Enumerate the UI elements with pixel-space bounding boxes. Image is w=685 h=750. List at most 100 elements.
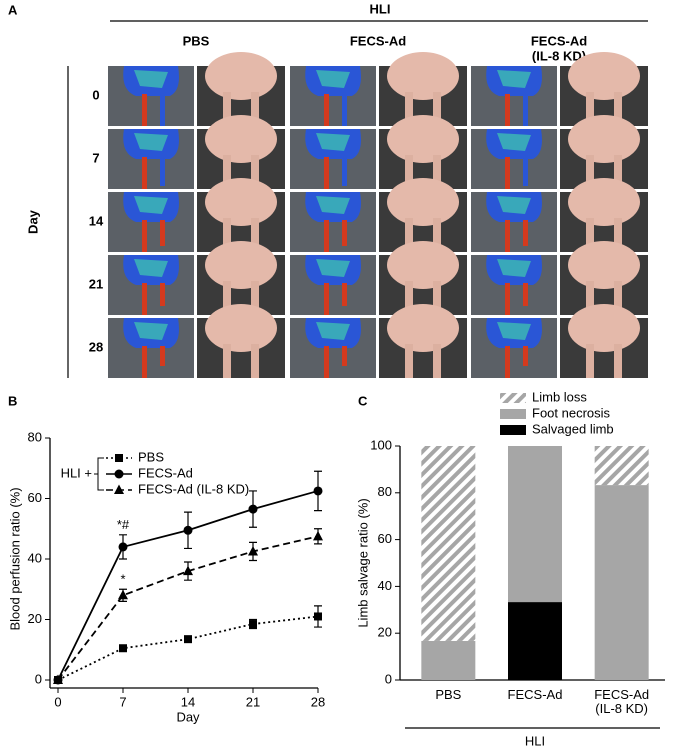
x-tick-label: PBS: [435, 687, 462, 702]
photo-leg: [405, 218, 413, 252]
image-pair: [290, 241, 467, 315]
perfusion-leg: [342, 283, 347, 306]
photo-body: [387, 241, 459, 289]
y-tick-label: 20: [28, 611, 42, 626]
perfusion-hot: [316, 133, 350, 151]
y-tick-label: 60: [28, 490, 42, 505]
column-title: FECS-Ad: [531, 33, 587, 48]
image-pair: [290, 304, 467, 378]
photo-leg: [251, 281, 259, 315]
marker: [118, 589, 128, 600]
perfusion-leg: [342, 346, 347, 366]
perfusion-hot: [497, 322, 531, 340]
perfusion-leg: [324, 94, 329, 126]
perfusion-leg: [160, 94, 165, 126]
bar-segment: [508, 446, 562, 603]
perfusion-leg: [523, 157, 528, 186]
photo-leg: [223, 92, 231, 126]
perfusion-leg: [523, 346, 528, 366]
photo-leg: [586, 218, 594, 252]
image-pair: [108, 178, 285, 252]
photo-leg: [614, 155, 622, 189]
row-label: 7: [92, 150, 99, 165]
row-label: 0: [92, 87, 99, 102]
image-pair: [471, 241, 648, 315]
x-tick-label: 7: [119, 694, 126, 709]
legend-swatch: [500, 393, 526, 403]
legend-swatch: [500, 425, 526, 435]
y-tick-label: 80: [378, 484, 392, 499]
x-tick-label: 0: [54, 694, 61, 709]
perfusion-leg: [324, 220, 329, 252]
marker: [183, 565, 193, 576]
photo-leg: [614, 92, 622, 126]
perfusion-hot: [316, 322, 350, 340]
photo-body: [205, 115, 277, 163]
annotation: *#: [117, 517, 130, 532]
perfusion-leg: [505, 157, 510, 189]
image-pair: [108, 241, 285, 315]
photo-leg: [251, 92, 259, 126]
perfusion-hot: [497, 70, 531, 88]
marker: [118, 542, 128, 552]
photo-leg: [251, 344, 259, 378]
perfusion-hot: [316, 70, 350, 88]
legend-label: Foot necrosis: [532, 405, 611, 420]
marker: [183, 525, 193, 535]
perfusion-hot: [134, 322, 168, 340]
panel-label: A: [8, 2, 18, 17]
y-axis-label: Blood perfusion ratio (%): [7, 487, 22, 630]
group-label: HLI: [370, 1, 391, 16]
perfusion-leg: [324, 283, 329, 315]
perfusion-leg: [160, 283, 165, 306]
perfusion-hot: [134, 259, 168, 277]
perfusion-leg: [142, 346, 147, 378]
image-pair: [471, 178, 648, 252]
photo-leg: [251, 218, 259, 252]
photo-body: [205, 241, 277, 289]
row-label: 28: [89, 339, 103, 354]
photo-leg: [405, 344, 413, 378]
perfusion-leg: [523, 220, 528, 246]
column-title: PBS: [183, 33, 210, 48]
photo-body: [387, 178, 459, 226]
panel-label: C: [358, 393, 368, 408]
marker: [313, 530, 323, 541]
bar-segment: [594, 446, 649, 486]
photo-body: [205, 52, 277, 100]
panel-label: B: [8, 393, 17, 408]
bar-segment: [421, 446, 476, 641]
photo-leg: [586, 344, 594, 378]
x-tick-label: FECS-Ad (IL-8 KD): [594, 687, 650, 716]
y-tick-label: 0: [385, 671, 392, 686]
photo-leg: [405, 92, 413, 126]
photo-leg: [223, 344, 231, 378]
photo-leg: [433, 92, 441, 126]
marker: [313, 486, 323, 496]
image-pair: [108, 115, 285, 189]
perfusion-hot: [497, 133, 531, 151]
perfusion-hot: [316, 196, 350, 214]
perfusion-leg: [142, 283, 147, 315]
photo-body: [568, 178, 640, 226]
series-line: [57, 535, 319, 681]
perfusion-leg: [324, 346, 329, 378]
photo-leg: [223, 218, 231, 252]
photo-body: [205, 178, 277, 226]
perfusion-leg: [523, 283, 528, 306]
perfusion-leg: [160, 220, 165, 246]
perfusion-hot: [134, 133, 168, 151]
column-subtitle: (IL-8 KD): [532, 48, 586, 63]
perfusion-leg: [142, 220, 147, 252]
perfusion-leg: [160, 157, 165, 186]
marker: [119, 644, 127, 653]
x-tick-label: 21: [246, 694, 260, 709]
y-tick-label: 40: [378, 578, 392, 593]
x-tick-label: 14: [181, 694, 195, 709]
photo-leg: [405, 155, 413, 189]
perfusion-leg: [505, 94, 510, 126]
marker: [115, 454, 123, 462]
photo-leg: [586, 155, 594, 189]
photo-leg: [223, 155, 231, 189]
